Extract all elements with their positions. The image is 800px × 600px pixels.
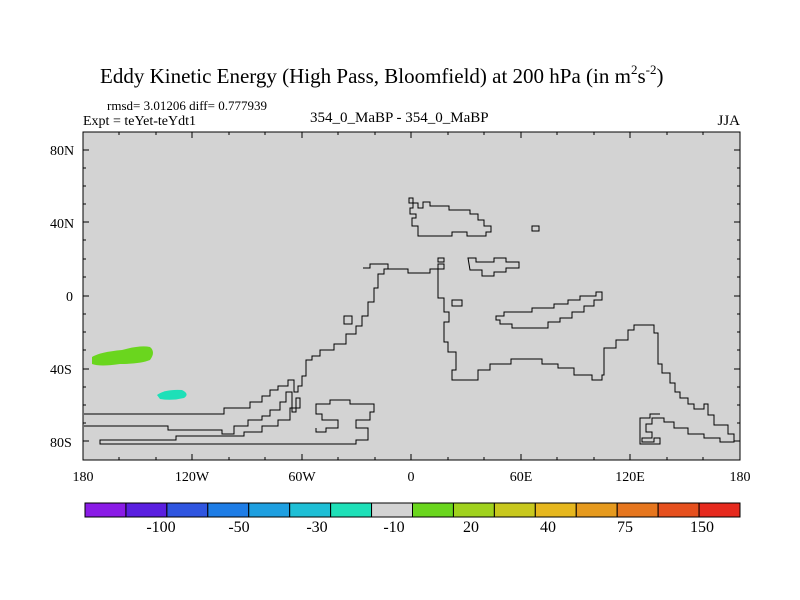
colorbar-labels: -100 -50 -30 -10 20 40 75 150 bbox=[146, 519, 714, 536]
y-tick-label: 80S bbox=[50, 436, 72, 451]
y-tick-label: 80N bbox=[50, 144, 74, 159]
colorbar-swatch bbox=[575, 502, 618, 518]
colorbar-label: -100 bbox=[146, 519, 175, 536]
colorbar-label: 20 bbox=[463, 519, 479, 536]
colorbar-swatch bbox=[493, 502, 536, 518]
x-tick-label: 60E bbox=[510, 470, 533, 485]
positive-anomaly-patch bbox=[92, 346, 153, 366]
y-tick-label: 0 bbox=[66, 290, 73, 305]
colorbar-swatch bbox=[371, 502, 413, 518]
colorbar-swatch bbox=[616, 502, 659, 518]
x-tick-label: 120W bbox=[175, 470, 210, 485]
colorbar-swatch bbox=[207, 502, 250, 518]
colorbar-swatch bbox=[125, 502, 168, 518]
colorbar-swatch bbox=[534, 502, 577, 518]
colorbar-label: -30 bbox=[306, 519, 327, 536]
colorbar-label: 75 bbox=[617, 519, 633, 536]
rmsd-label: rmsd= 3.01206 diff= 0.777939 bbox=[107, 98, 267, 113]
x-tick-label: 0 bbox=[408, 470, 415, 485]
colorbar-swatch bbox=[657, 502, 700, 518]
negative-anomaly-patch bbox=[157, 389, 187, 400]
colorbar bbox=[84, 502, 741, 518]
season-label: JJA bbox=[717, 113, 740, 129]
colorbar-label: -50 bbox=[228, 519, 249, 536]
colorbar-swatch bbox=[330, 502, 373, 518]
colorbar-swatch bbox=[84, 502, 127, 518]
colorbar-swatch bbox=[289, 502, 332, 518]
x-tick-label: 120E bbox=[615, 470, 645, 485]
colorbar-swatch bbox=[412, 502, 454, 518]
center-label: 354_0_MaBP - 354_0_MaBP bbox=[310, 110, 489, 126]
x-tick-labels: 180 120W 60W 0 60E 120E 180 bbox=[73, 470, 751, 485]
y-tick-labels: 80N 40N 0 40S 80S bbox=[50, 144, 74, 451]
x-tick-label: 60W bbox=[288, 470, 316, 485]
colorbar-swatch bbox=[248, 502, 291, 518]
expt-label: Expt = teYet-teYdt1 bbox=[83, 114, 196, 129]
colorbar-swatch bbox=[452, 502, 495, 518]
y-tick-label: 40S bbox=[50, 363, 72, 378]
colorbar-swatch bbox=[166, 502, 209, 518]
coastlines bbox=[84, 197, 735, 445]
axis-ticks bbox=[82, 132, 741, 460]
colorbar-label: 150 bbox=[690, 519, 714, 536]
colorbar-label: -10 bbox=[383, 519, 404, 536]
y-tick-label: 40N bbox=[50, 217, 74, 232]
chart-title: Eddy Kinetic Energy (High Pass, Bloomfie… bbox=[100, 62, 664, 88]
plot-area bbox=[82, 131, 741, 461]
colorbar-swatch bbox=[698, 502, 741, 518]
x-tick-label: 180 bbox=[730, 470, 751, 485]
x-tick-label: 180 bbox=[73, 470, 94, 485]
colorbar-label: 40 bbox=[540, 519, 556, 536]
